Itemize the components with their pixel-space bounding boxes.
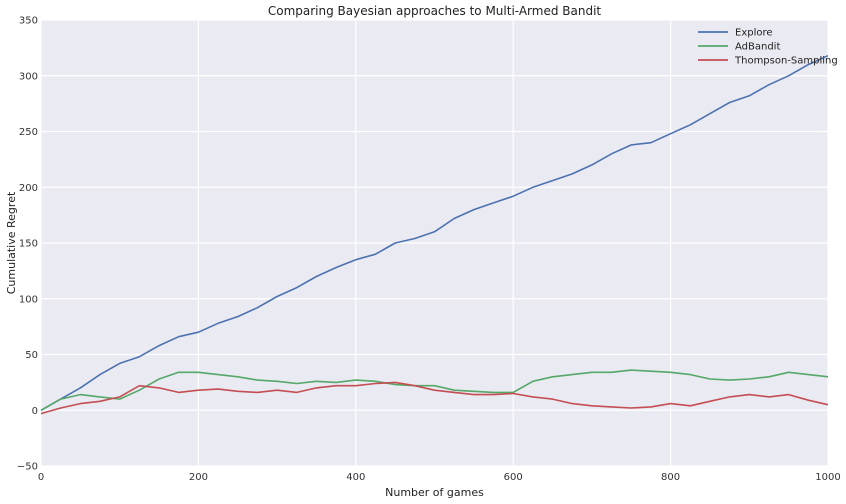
y-tick-label: 350	[19, 16, 38, 27]
series-lines	[40, 54, 829, 415]
chart-title: Comparing Bayesian approaches to Multi-A…	[268, 4, 602, 18]
y-tick-label: 150	[19, 239, 38, 250]
legend-label: AdBandit	[735, 42, 780, 53]
x-tick-label: 600	[504, 472, 523, 483]
legend: Explore AdBandit Thompson-Sampling	[698, 28, 838, 67]
series-line-thompson-sampling	[40, 381, 829, 415]
y-tick-label: 100	[19, 294, 38, 305]
tick-labels: 0 200 400 600 800 1000−5005010015020025030035…	[17, 16, 841, 484]
x-tick-label: 200	[189, 472, 208, 483]
x-axis-label: Number of games	[385, 486, 484, 499]
y-tick-label: 50	[25, 350, 38, 361]
y-tick-label: −50	[17, 462, 38, 473]
x-tick-label: 800	[661, 472, 680, 483]
y-tick-label: 200	[19, 183, 38, 194]
x-tick-label: 1000	[815, 472, 840, 483]
grid-lines	[40, 19, 829, 467]
y-tick-label: 300	[19, 71, 38, 82]
x-tick-label: 0	[38, 472, 44, 483]
series-line-adbandit	[40, 369, 829, 411]
series-line-explore	[40, 54, 829, 411]
x-tick-label: 400	[346, 472, 365, 483]
legend-label: Thompson-Sampling	[734, 56, 838, 67]
legend-label: Explore	[735, 28, 773, 39]
y-tick-label: 0	[32, 406, 38, 417]
y-tick-label: 250	[19, 127, 38, 138]
y-axis-label: Cumulative Regret	[5, 191, 18, 294]
